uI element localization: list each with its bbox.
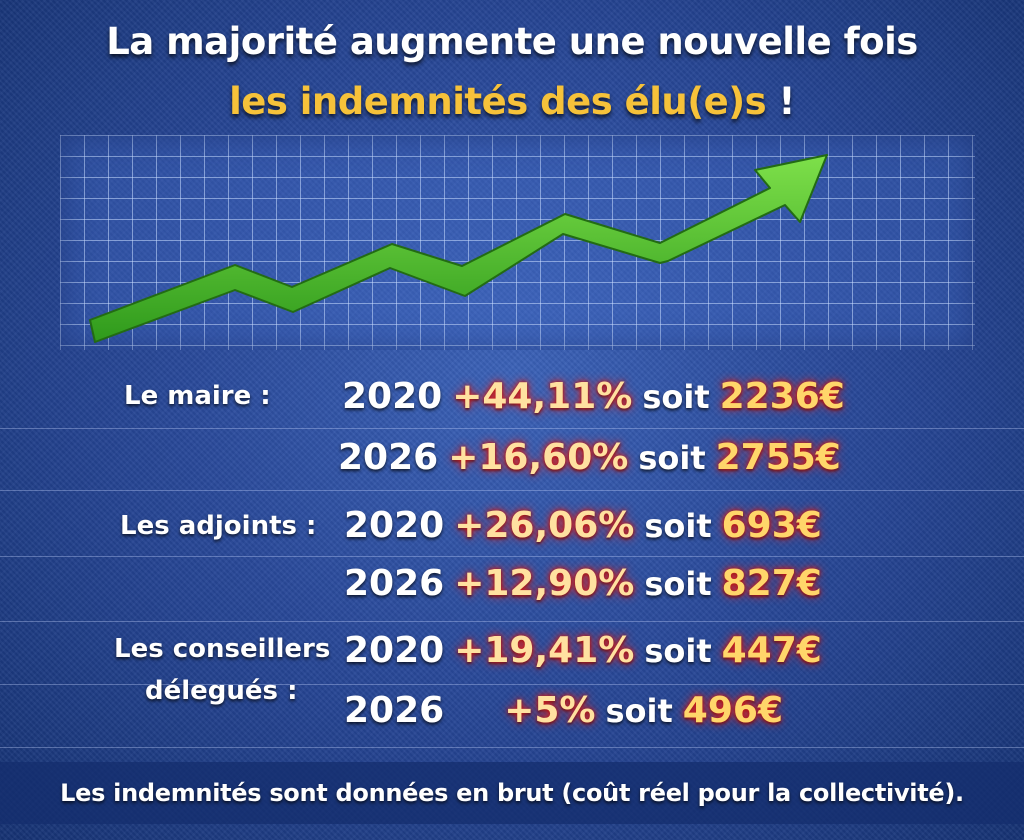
grid-panel bbox=[60, 135, 975, 350]
row-year: 2020 bbox=[344, 630, 445, 671]
row-year: 2026 bbox=[344, 690, 445, 731]
row-year: 2026 bbox=[338, 437, 439, 478]
row-amount: 2236€ bbox=[719, 376, 845, 417]
row-percent: +5% bbox=[504, 690, 596, 731]
row-divider bbox=[0, 684, 1024, 685]
row-percent: +16,60% bbox=[448, 437, 629, 478]
row-amount: 2755€ bbox=[715, 437, 841, 478]
footer-note: Les indemnités sont données en brut (coû… bbox=[0, 762, 1024, 824]
row-soit: soit bbox=[644, 565, 712, 603]
row-soit: soit bbox=[644, 507, 712, 545]
row-amount: 827€ bbox=[721, 563, 822, 604]
row-year: 2020 bbox=[342, 376, 443, 417]
row-percent: +19,41% bbox=[454, 630, 635, 671]
row-soit: soit bbox=[644, 632, 712, 670]
title-line-1: La majorité augmente une nouvelle fois bbox=[106, 20, 918, 63]
row-percent: +12,90% bbox=[454, 563, 635, 604]
row-amount: 496€ bbox=[682, 690, 783, 731]
title-line-2-text: les indemnités des élu(e)s bbox=[229, 80, 767, 123]
row-divider bbox=[0, 490, 1024, 491]
title-exclamation: ! bbox=[778, 80, 796, 123]
row-year: 2026 bbox=[344, 563, 445, 604]
value-row: 2020 +26,06% soit 693€ bbox=[344, 505, 822, 546]
title-line-2: les indemnités des élu(e)s ! bbox=[0, 80, 1024, 123]
value-row: 2026 +16,60% soit 2755€ bbox=[338, 437, 841, 478]
row-amount: 693€ bbox=[721, 505, 822, 546]
row-amount: 447€ bbox=[721, 630, 822, 671]
row-divider bbox=[0, 621, 1024, 622]
row-divider bbox=[0, 428, 1024, 429]
row-percent: +44,11% bbox=[452, 376, 633, 417]
value-row: 2026 +12,90% soit 827€ bbox=[344, 563, 822, 604]
value-row: 2020 +19,41% soit 447€ bbox=[344, 630, 822, 671]
row-divider bbox=[0, 556, 1024, 557]
group-label-conseillers-2: délegués : bbox=[145, 676, 298, 706]
row-soit: soit bbox=[605, 692, 673, 730]
row-divider bbox=[0, 747, 1024, 748]
row-soit: soit bbox=[638, 439, 706, 477]
value-row: 2020 +44,11% soit 2236€ bbox=[342, 376, 845, 417]
row-year: 2020 bbox=[344, 505, 445, 546]
group-label-maire: Le maire : bbox=[124, 381, 271, 411]
group-label-conseillers: Les conseillers bbox=[114, 634, 331, 664]
row-percent: +26,06% bbox=[454, 505, 635, 546]
group-label-adjoints: Les adjoints : bbox=[120, 511, 317, 541]
trend-arrow-icon bbox=[89, 154, 828, 343]
value-row: 2026 +5% soit 496€ bbox=[344, 690, 783, 731]
row-soit: soit bbox=[642, 378, 710, 416]
